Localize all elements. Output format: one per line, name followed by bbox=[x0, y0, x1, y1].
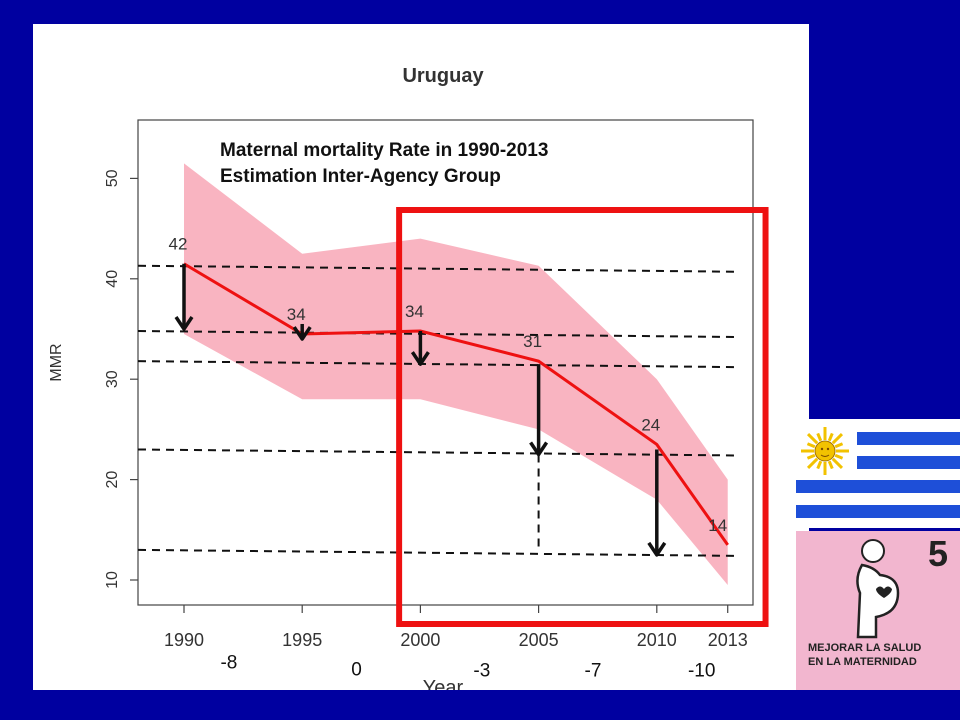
flag-stripe bbox=[796, 480, 960, 493]
x-tick-label: 2000 bbox=[400, 630, 440, 650]
data-label: 34 bbox=[405, 302, 424, 321]
change-label: 0 bbox=[351, 659, 362, 680]
pregnant-woman-icon bbox=[856, 539, 900, 639]
reference-line bbox=[137, 360, 739, 369]
flag-stripe bbox=[857, 456, 960, 469]
change-label: -7 bbox=[585, 660, 602, 681]
badge-caption: MEJORAR LA SALUD EN LA MATERNIDAD bbox=[808, 641, 958, 669]
sun-ray bbox=[834, 442, 844, 449]
sun-ray bbox=[816, 432, 823, 442]
y-tick-label: 30 bbox=[104, 370, 121, 388]
chart-title: Uruguay bbox=[402, 65, 484, 87]
sun-ray bbox=[806, 432, 819, 445]
mdg5-badge: 5 MEJORAR LA SALUD EN LA MATERNIDAD bbox=[796, 531, 960, 690]
data-label: 34 bbox=[287, 305, 306, 324]
reference-line bbox=[137, 264, 739, 273]
data-label: 31 bbox=[523, 332, 542, 351]
y-tick-label: 40 bbox=[104, 270, 121, 288]
x-tick-label: 1995 bbox=[282, 630, 322, 650]
plot-frame bbox=[137, 119, 754, 606]
y-tick-label: 20 bbox=[104, 471, 121, 489]
arrow-head bbox=[647, 541, 667, 557]
data-label: 14 bbox=[708, 516, 727, 535]
arrow-head bbox=[174, 316, 194, 331]
goal-number: 5 bbox=[927, 533, 948, 574]
flag-stripe bbox=[796, 505, 960, 518]
badge-caption-line: MEJORAR LA SALUD bbox=[808, 642, 922, 654]
arrow-head bbox=[410, 351, 430, 366]
flag-stripe bbox=[857, 432, 960, 445]
y-tick-label: 10 bbox=[104, 571, 121, 589]
y-tick-label: 50 bbox=[104, 169, 121, 187]
chart-annotation: Estimation Inter-Agency Group bbox=[220, 166, 501, 187]
sun-of-may-icon bbox=[801, 427, 849, 475]
chart-panel: Uruguay 42 34 34 31 24 14 Maternal mortality Ra… bbox=[33, 24, 809, 690]
x-tick-label: 2010 bbox=[637, 630, 677, 650]
mmr-chart: Uruguay 42 34 34 31 24 14 Maternal mortality Ra… bbox=[48, 65, 769, 690]
sun-ray bbox=[806, 453, 816, 460]
mmr-line bbox=[183, 262, 729, 546]
chart-annotation: Maternal mortality Rate in 1990-2013 bbox=[220, 140, 548, 161]
sun-ray bbox=[827, 432, 834, 442]
highlight-box bbox=[396, 207, 769, 627]
change-label: -3 bbox=[473, 660, 490, 681]
badge-caption-line: EN LA MATERNIDAD bbox=[808, 656, 917, 668]
arrow-head bbox=[292, 326, 312, 341]
x-tick-label: 1990 bbox=[164, 630, 204, 650]
y-axis-label: MMR bbox=[48, 343, 65, 381]
uruguay-flag bbox=[796, 419, 960, 528]
change-label: -8 bbox=[220, 652, 237, 673]
sun-ray bbox=[834, 453, 844, 460]
sun-ray bbox=[827, 460, 834, 470]
sun-ray bbox=[806, 442, 816, 449]
reference-line bbox=[137, 548, 739, 557]
x-axis-label: Year bbox=[423, 677, 464, 690]
x-tick-label: 2013 bbox=[708, 630, 748, 650]
data-label: 42 bbox=[169, 235, 188, 254]
sun-ray bbox=[831, 457, 844, 470]
arrow-head bbox=[529, 441, 549, 457]
change-label: -10 bbox=[688, 660, 715, 681]
sun-ray bbox=[806, 457, 819, 470]
data-label: 24 bbox=[641, 415, 660, 434]
x-tick-label: 2005 bbox=[519, 630, 559, 650]
uncertainty-band bbox=[184, 163, 728, 586]
reference-line bbox=[137, 448, 739, 457]
sun-ray bbox=[831, 432, 844, 445]
sun-ray bbox=[816, 460, 823, 470]
